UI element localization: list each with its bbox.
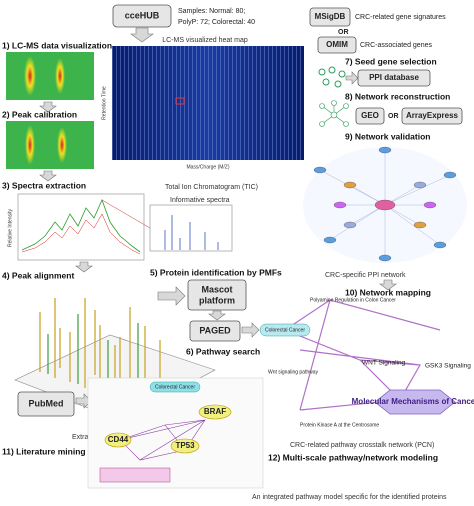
pubmed-box bbox=[17, 391, 75, 417]
step-label: 12) Multi-scale pathway/network modeling bbox=[268, 452, 438, 462]
arrow bbox=[241, 322, 260, 338]
model-node bbox=[149, 381, 201, 393]
arrow bbox=[39, 170, 57, 182]
calibration-image bbox=[6, 121, 94, 169]
caption: LC-MS visualized heat map bbox=[162, 37, 248, 44]
pcn-node-label: Colorectal Cancer bbox=[265, 327, 305, 333]
ppi-db-label: PPI database bbox=[369, 73, 419, 82]
arrow bbox=[39, 101, 57, 113]
caption: An integrated pathway model specific for… bbox=[252, 494, 447, 501]
axis-label: Retention Time bbox=[101, 86, 107, 120]
spectra-peaks bbox=[164, 215, 219, 250]
arrow bbox=[157, 286, 186, 306]
axis-label: Relative Intensity bbox=[7, 208, 13, 247]
pcn-node-label: Polyamine Regulation in Colon Cancer bbox=[310, 297, 396, 303]
spectra-chart bbox=[149, 204, 233, 252]
3d-peaks bbox=[47, 314, 139, 390]
mascot-box bbox=[187, 279, 247, 311]
step-label: 5) Protein identification by PMFs bbox=[150, 267, 282, 277]
pcn-node bbox=[259, 323, 311, 337]
pcn-node-label: Molecular Mechanisms of Cancer bbox=[352, 397, 474, 406]
arrow bbox=[75, 393, 92, 409]
arrow bbox=[345, 71, 359, 85]
model-node-label: BRAF bbox=[204, 407, 226, 416]
arrow bbox=[379, 279, 397, 291]
cchub-label: cceHUB bbox=[125, 10, 160, 20]
ppi-db-box bbox=[357, 69, 431, 87]
pcn-node-label: GSK3 Signaling bbox=[425, 363, 471, 370]
model-edges bbox=[119, 419, 206, 461]
axis-label: Mass/Charge (M/Z) bbox=[186, 164, 229, 170]
note: CRC-associated genes bbox=[360, 42, 432, 49]
arrow bbox=[130, 27, 154, 43]
mascot-label: platform bbox=[199, 295, 235, 305]
model-node bbox=[198, 404, 232, 420]
model-node-label: TP53 bbox=[175, 441, 195, 450]
step-label: 3) Spectra extraction bbox=[2, 180, 86, 190]
peak-blob bbox=[25, 125, 35, 165]
model-node-label: Colorectal Cancer bbox=[155, 384, 195, 390]
model-node bbox=[170, 438, 200, 454]
caption: CRC-specific PPI network bbox=[325, 272, 406, 279]
cchub-box bbox=[112, 4, 172, 28]
model-node bbox=[99, 467, 171, 483]
seed-genes bbox=[318, 66, 346, 88]
samples-line: PolyP: 72; Colorectal: 40 bbox=[178, 19, 255, 26]
caption: Total Ion Chromatogram (TIC) bbox=[165, 184, 258, 191]
step-label: 7) Seed gene selection bbox=[345, 56, 437, 66]
ppi-nodes bbox=[313, 146, 457, 262]
peak-blob bbox=[57, 127, 67, 163]
mascot-label: Mascot bbox=[201, 284, 232, 294]
heat-map-texture bbox=[112, 46, 304, 160]
step-label: 11) Literature mining bbox=[2, 446, 86, 456]
caption: CRC-related pathway crosstalk network (P… bbox=[290, 442, 434, 449]
or-label: OR bbox=[388, 113, 399, 120]
pcn-node-label: WNT Signaling bbox=[362, 360, 406, 367]
network-icon bbox=[319, 100, 349, 127]
model-node bbox=[104, 432, 132, 448]
model-node-label: CD44 bbox=[108, 435, 129, 444]
pcn-node bbox=[374, 389, 456, 415]
pcn-node-label: Protein Kinase A at the Centrosome bbox=[300, 422, 379, 428]
highlight bbox=[175, 97, 185, 105]
paged-label: PAGED bbox=[199, 325, 231, 335]
pubmed-label: PubMed bbox=[29, 398, 64, 408]
omim-label: OMIM bbox=[326, 40, 348, 49]
lcms-image bbox=[6, 52, 94, 100]
arrayexpress-box bbox=[401, 107, 463, 125]
tic-line bbox=[21, 213, 141, 255]
arrow bbox=[75, 261, 93, 273]
step-label: 6) Pathway search bbox=[186, 346, 260, 356]
peak-blob bbox=[55, 58, 65, 94]
tic-chart bbox=[17, 193, 145, 261]
step-label: 9) Network validation bbox=[345, 131, 431, 141]
tic-line bbox=[21, 198, 141, 253]
samples-line: Samples: Normal: 80; bbox=[178, 8, 245, 15]
paged-box bbox=[189, 320, 241, 342]
pcn-node-label: Wnt signaling pathway bbox=[268, 369, 319, 375]
peak-blob bbox=[24, 56, 36, 96]
or-label: OR bbox=[338, 29, 349, 36]
note: CRC-related gene signatures bbox=[355, 14, 446, 21]
caption: Informative spectra bbox=[170, 197, 230, 204]
arrayexpress-label: ArrayExpress bbox=[406, 111, 459, 120]
connector bbox=[101, 199, 151, 229]
step-label: 1) LC-MS data visualization bbox=[2, 40, 112, 50]
step-label: 8) Network reconstruction bbox=[345, 91, 450, 101]
step-label: 10) Network mapping bbox=[345, 287, 431, 297]
msigdb-box bbox=[309, 7, 351, 27]
geo-label: GEO bbox=[361, 111, 379, 120]
3d-peaks bbox=[39, 298, 161, 400]
pcn-edges bbox=[284, 299, 441, 411]
geo-box bbox=[355, 107, 385, 125]
step-label: 2) Peak calibration bbox=[2, 109, 77, 119]
omim-box bbox=[317, 36, 357, 54]
arrow bbox=[208, 310, 226, 321]
msigdb-label: MSigDB bbox=[315, 12, 346, 21]
step-label: 4) Peak alignment bbox=[2, 270, 74, 280]
